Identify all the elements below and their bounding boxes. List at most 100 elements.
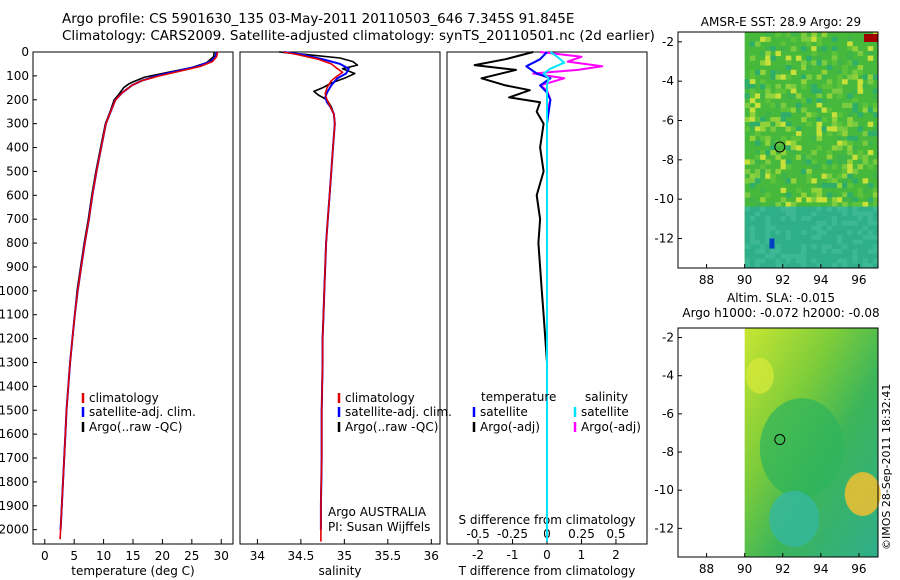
sst-cell [831,244,838,250]
sst-cell [816,46,823,52]
sst-cell [831,164,838,170]
sst-cell [872,173,879,179]
sst-cell [852,230,858,236]
sst-cell [842,192,848,198]
sst-cell [872,74,879,80]
sst-cell [801,263,807,269]
sst-cell [831,112,838,118]
sst-cell [760,126,766,132]
sst-lon-tick-label: 88 [699,273,714,287]
sst-cell [785,140,792,146]
sst-cell [806,258,812,264]
sst-cell [862,249,869,255]
sst-cell [847,211,853,217]
sst-cell [760,197,766,203]
sla-lat-tick-label: -2 [662,331,674,345]
sst-cell [857,201,864,208]
sst-cell [785,230,792,236]
sst-cell [780,102,787,108]
sst-cell [775,88,781,94]
sst-cell [847,60,853,66]
sst-cell [842,197,848,203]
sst-cell [811,159,817,165]
sst-cell [749,98,756,104]
sst-cell [770,102,776,108]
sal-legend-climatology-label: climatology [345,391,415,405]
sst-cell [821,98,828,104]
sst-cell [837,93,843,99]
sst-cell [749,220,756,226]
sst-cell [785,220,792,226]
sst-cell [795,93,802,99]
sst-cell [811,216,817,222]
sst-cell [749,239,756,245]
sst-cell [857,206,864,212]
sst-cell [785,74,792,80]
sst-argo-position-marker [774,141,786,153]
sst-cell [837,235,843,241]
sla-map-title-line-1: Altim. SLA: -0.015 [727,291,835,305]
sst-cell [785,32,792,38]
sst-cell [831,192,838,198]
sst-cell [857,192,864,198]
sla-map-frame [677,327,879,558]
sst-cell [852,239,858,245]
sst-cell [760,249,766,255]
sst-cell [872,107,879,113]
sst-cell [760,79,766,85]
sla-lon-tick-label: 96 [851,562,866,576]
sst-cell [760,69,766,75]
sst-cell [842,131,848,137]
sst-cell [867,206,874,212]
sst-cell [780,216,787,222]
sst-cell [790,93,797,99]
sst-cell [749,216,756,222]
sst-cell [821,235,828,241]
sst-cell [770,69,776,75]
sst-cell [780,235,787,241]
sst-cell [816,244,823,250]
sst-cell [775,258,781,264]
sst-cell [826,192,833,198]
sst-cell [816,258,823,264]
sst-cell [852,249,858,255]
sst-cell [842,69,848,75]
sst-cell [862,206,869,212]
sst-cell [790,107,797,113]
sst-cell [744,235,751,241]
sst-cell [801,117,807,123]
sst-cell [852,121,858,127]
sst-cell [754,150,761,156]
sst-cell [852,201,858,208]
sst-cell [862,211,869,217]
sst-cell [821,117,828,123]
sst-cell [775,235,781,241]
depth-tick-label: 300 [6,117,29,131]
sst-cell [780,263,787,269]
sst-cell [754,140,761,146]
sst-cell [811,164,817,170]
salinity-axis-tick-label: 35.5 [374,549,401,563]
sst-cell [867,225,874,231]
sst-cell [831,258,838,264]
sst-cell [754,168,761,175]
sst-cell [785,107,792,113]
sst-cell [760,216,766,222]
sst-cell [867,79,874,85]
sst-cell [770,235,776,241]
sst-cell [780,258,787,264]
sst-cell [837,258,843,264]
sst-cell [842,235,848,241]
sst-cell [775,140,781,146]
sst-cell [806,154,812,160]
sst-cell [801,60,807,66]
sst-cell [795,102,802,108]
sst-cell [816,36,823,42]
sst-cell [744,239,751,245]
sst-lat-tick-label: -4 [662,74,674,88]
sst-cell [837,239,843,245]
tdiff-tick-label: 1 [578,548,586,562]
argo-pi-label: PI: Susan Wijffels [328,520,430,534]
sst-cell [801,65,807,71]
sst-cell [749,253,756,259]
